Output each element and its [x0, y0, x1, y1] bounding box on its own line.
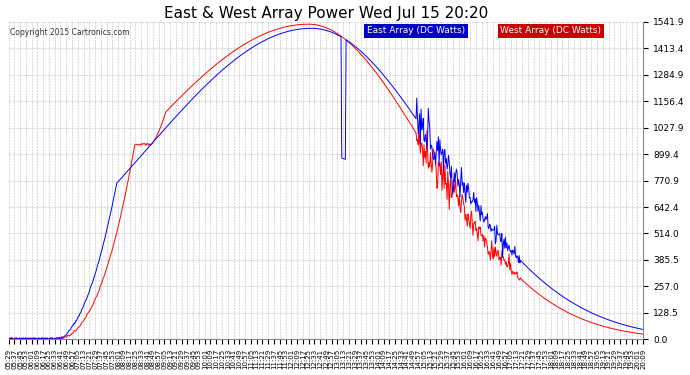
Text: Copyright 2015 Cartronics.com: Copyright 2015 Cartronics.com	[10, 28, 129, 37]
Text: East Array (DC Watts): East Array (DC Watts)	[367, 27, 465, 36]
Title: East & West Array Power Wed Jul 15 20:20: East & West Array Power Wed Jul 15 20:20	[164, 6, 488, 21]
Text: West Array (DC Watts): West Array (DC Watts)	[500, 27, 602, 36]
